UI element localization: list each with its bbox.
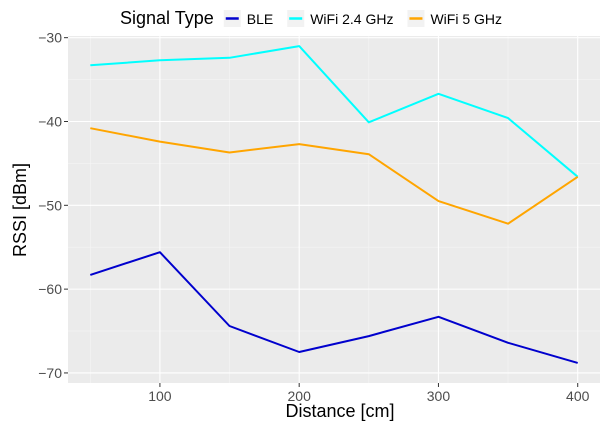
- series-line-ble: [89, 251, 578, 364]
- series-lines: [89, 45, 579, 364]
- y-tick-label: −40: [38, 113, 62, 129]
- axes: 100 200 300 400 −70 −60 −50 −40 −30: [38, 30, 589, 404]
- y-tick-label: −30: [38, 30, 62, 46]
- x-tick-label: 300: [427, 388, 451, 404]
- x-tick-label: 200: [288, 388, 312, 404]
- x-tick-label: 400: [566, 388, 590, 404]
- series-line-wifi-5-ghz: [90, 127, 579, 225]
- x-axis-title: Distance [cm]: [285, 401, 394, 421]
- series-line-wifi-2-4-ghz: [90, 45, 579, 178]
- y-tick-label: −50: [38, 197, 62, 213]
- y-tick-label: −70: [38, 365, 62, 381]
- legend-title: Signal Type: [120, 8, 214, 28]
- y-tick-label: −60: [38, 281, 62, 297]
- legend-label-wifi-2-4-ghz: WiFi 2.4 GHz: [310, 11, 393, 27]
- legend: Signal Type BLE WiFi 2.4 GHz WiFi 5 GHz: [120, 8, 502, 28]
- y-axis-title: RSSI [dBm]: [10, 163, 30, 257]
- panel-background: [68, 36, 600, 383]
- legend-label-wifi-5-ghz: WiFi 5 GHz: [430, 11, 502, 27]
- legend-label-ble: BLE: [247, 11, 273, 27]
- x-tick-label: 100: [148, 388, 172, 404]
- plot-panel: [68, 36, 600, 383]
